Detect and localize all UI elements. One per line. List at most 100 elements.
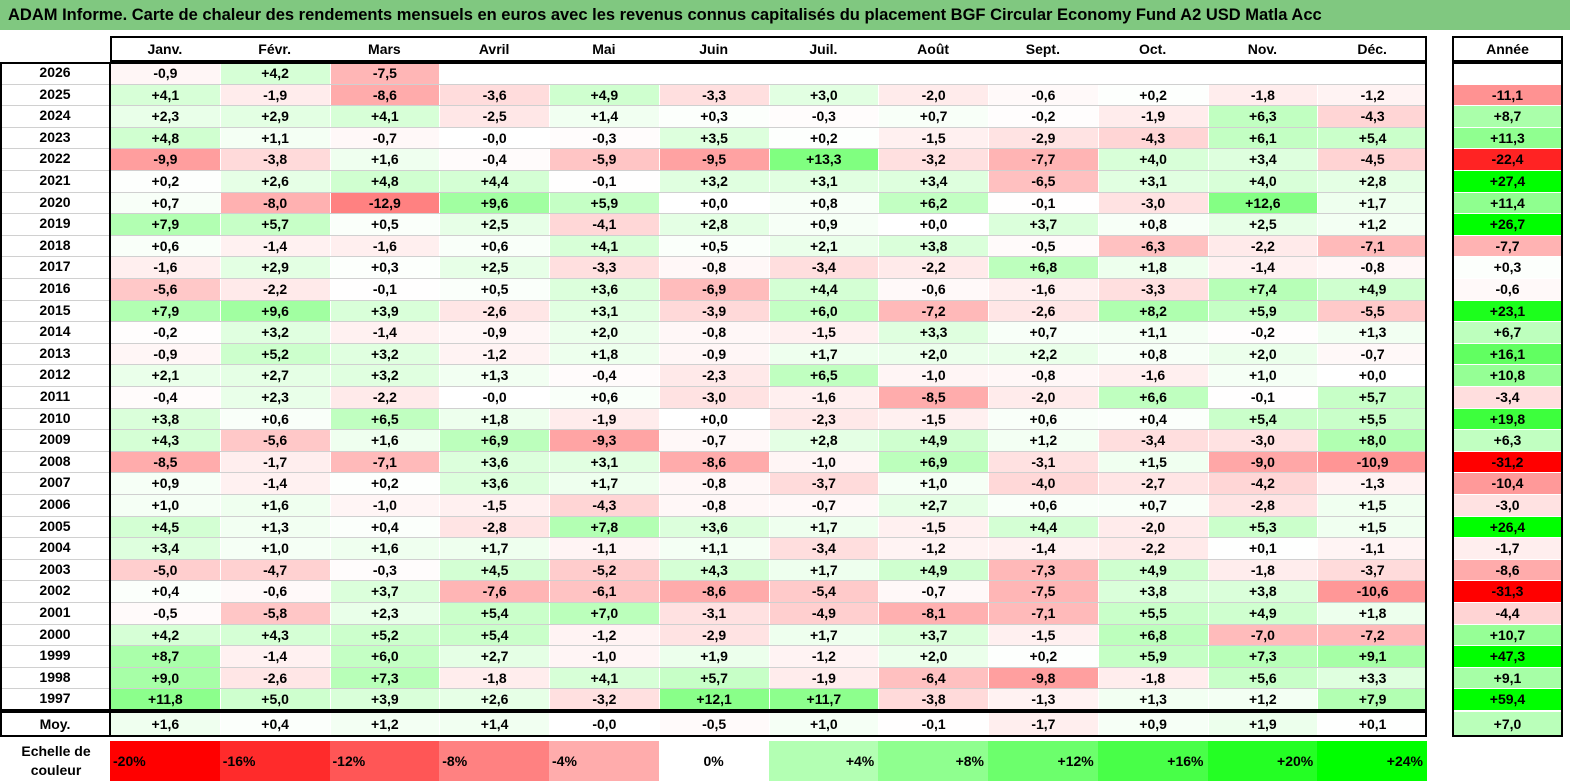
heatmap-cell: +2,3	[111, 106, 220, 127]
heatmap-cell: +1,1	[1098, 322, 1208, 343]
heatmap-cell: +5,2	[330, 624, 440, 646]
heatmap-cell: -0,2	[1208, 322, 1318, 343]
heatmap-cell: -4,2	[1208, 473, 1318, 494]
heatmap-cell: +1,5	[1318, 495, 1427, 516]
heatmap-cell: -2,9	[659, 624, 769, 646]
heatmap-cell: +4,4	[989, 516, 1098, 538]
heatmap-cell: +4,9	[550, 84, 659, 106]
row-year-label: 2001	[39, 604, 71, 620]
heatmap-cell: +6,3	[1208, 106, 1318, 127]
heatmap-cell: +7,8	[550, 516, 659, 538]
heatmap-cell: -0,6	[879, 279, 988, 300]
color-scale-swatch: +12%	[988, 741, 1098, 781]
heatmap-cell: -1,2	[550, 624, 659, 646]
heatmap-cell: +1,5	[1098, 451, 1208, 473]
heatmap-cell: -7,5	[330, 63, 440, 84]
row-divider	[0, 623, 1427, 625]
heatmap-cell: +0,2	[769, 127, 879, 149]
heatmap-cell: +8,2	[1098, 300, 1208, 322]
heatmap-cell: +0,9	[769, 214, 879, 235]
heatmap-cell: +4,1	[550, 667, 659, 689]
heatmap-cell: -3,1	[989, 451, 1098, 473]
row-year-label: 2009	[39, 431, 71, 448]
heatmap-cell: +0,5	[330, 214, 440, 235]
heatmap-cell: -6,5	[989, 171, 1098, 192]
heatmap-cell: +7,0	[550, 603, 659, 624]
heatmap-cell: -3,3	[1098, 279, 1208, 300]
row-year-label: 2016	[39, 280, 71, 296]
heatmap-cell: -0,2	[989, 106, 1098, 127]
heatmap-cell: -9,8	[989, 667, 1098, 689]
month-header: Déc.	[1357, 41, 1387, 57]
heatmap-cell: -5,9	[550, 149, 659, 170]
heatmap-cell: -1,3	[1318, 473, 1427, 494]
annual-cell: -11,1	[1453, 84, 1562, 106]
heatmap-cell	[879, 63, 988, 84]
heatmap-cell: +8,7	[111, 646, 220, 667]
heatmap-cell: -0,3	[769, 106, 879, 127]
heatmap-cell: -1,1	[1318, 538, 1427, 559]
heatmap-cell: -3,7	[769, 473, 879, 494]
heatmap-cell: -2,6	[220, 667, 330, 689]
heatmap-cell: +3,5	[659, 127, 769, 149]
heatmap-cell: +1,1	[659, 538, 769, 559]
annual-cell: -4,4	[1453, 603, 1562, 624]
heatmap-cell: +9,0	[111, 667, 220, 689]
heatmap-cell: +0,9	[111, 473, 220, 494]
row-year-label: 2025	[39, 85, 71, 102]
heatmap-cell: +1,7	[1318, 192, 1427, 214]
heatmap-cell: -2,8	[1208, 495, 1318, 516]
heatmap-cell: -2,6	[440, 300, 549, 322]
month-header: Mai	[592, 41, 616, 57]
row-divider	[0, 234, 1427, 236]
heatmap-cell: +4,5	[111, 516, 220, 538]
row-year-label: 2018	[39, 236, 71, 253]
heatmap-cell: +1,0	[879, 473, 988, 494]
heatmap-cell: +3,3	[1318, 667, 1427, 689]
heatmap-cell: -0,9	[440, 322, 549, 343]
heatmap-cell: -4,3	[550, 495, 659, 516]
heatmap-cell: -6,4	[879, 667, 988, 689]
heatmap-cell: +1,0	[1208, 365, 1318, 386]
heatmap-cell: -7,7	[989, 149, 1098, 170]
heatmap-cell: -0,8	[659, 257, 769, 278]
heatmap-cell	[659, 63, 769, 84]
avg-cell: +0,1	[1318, 712, 1427, 736]
heatmap-cell: +6,9	[879, 451, 988, 473]
heatmap-cell: -1,3	[989, 689, 1098, 710]
heatmap-cell: -1,6	[769, 387, 879, 408]
heatmap-cell: -5,6	[220, 430, 330, 451]
heatmap-cell: -1,4	[220, 473, 330, 494]
heatmap-cell: +9,6	[440, 192, 549, 214]
heatmap-cell: +2,6	[440, 689, 549, 710]
heatmap-cell: -2,5	[440, 106, 549, 127]
heatmap-cell: +3,7	[989, 214, 1098, 235]
heatmap-cell: +2,0	[879, 646, 988, 667]
heatmap-cell: -2,8	[440, 516, 549, 538]
heatmap-cell: +0,5	[440, 279, 549, 300]
heatmap-cell: -1,8	[440, 667, 549, 689]
heatmap-cell: +12,1	[659, 689, 769, 710]
heatmap-cell: -1,0	[879, 365, 988, 386]
heatmap-cell: -4,7	[220, 559, 330, 581]
heatmap-cell: -1,4	[1208, 257, 1318, 278]
heatmap-cell: -8,5	[111, 451, 220, 473]
heatmap-cell: +7,3	[330, 667, 440, 689]
heatmap-cell: -2,0	[989, 387, 1098, 408]
row-year-label: 2015	[39, 301, 71, 318]
row-year-label: 2017	[39, 258, 71, 275]
avg-cell: +1,4	[440, 712, 549, 736]
heatmap-cell: +6,1	[1208, 127, 1318, 149]
heatmap-cell: +2,2	[989, 343, 1098, 365]
heatmap-cell: -4,9	[769, 603, 879, 624]
annual-cell: +9,1	[1453, 667, 1562, 689]
annual-cell: +10,7	[1453, 624, 1562, 646]
heatmap-cell: +0,2	[989, 646, 1098, 667]
heatmap-cell: -6,1	[550, 581, 659, 602]
row-year-label: 2000	[39, 625, 71, 642]
heatmap-cell: -4,3	[1318, 106, 1427, 127]
heatmap-cell: -1,2	[440, 343, 549, 365]
year-header: Année	[1486, 41, 1529, 57]
heatmap-cell: +13,3	[769, 149, 879, 170]
heatmap-cell: -9,5	[659, 149, 769, 170]
